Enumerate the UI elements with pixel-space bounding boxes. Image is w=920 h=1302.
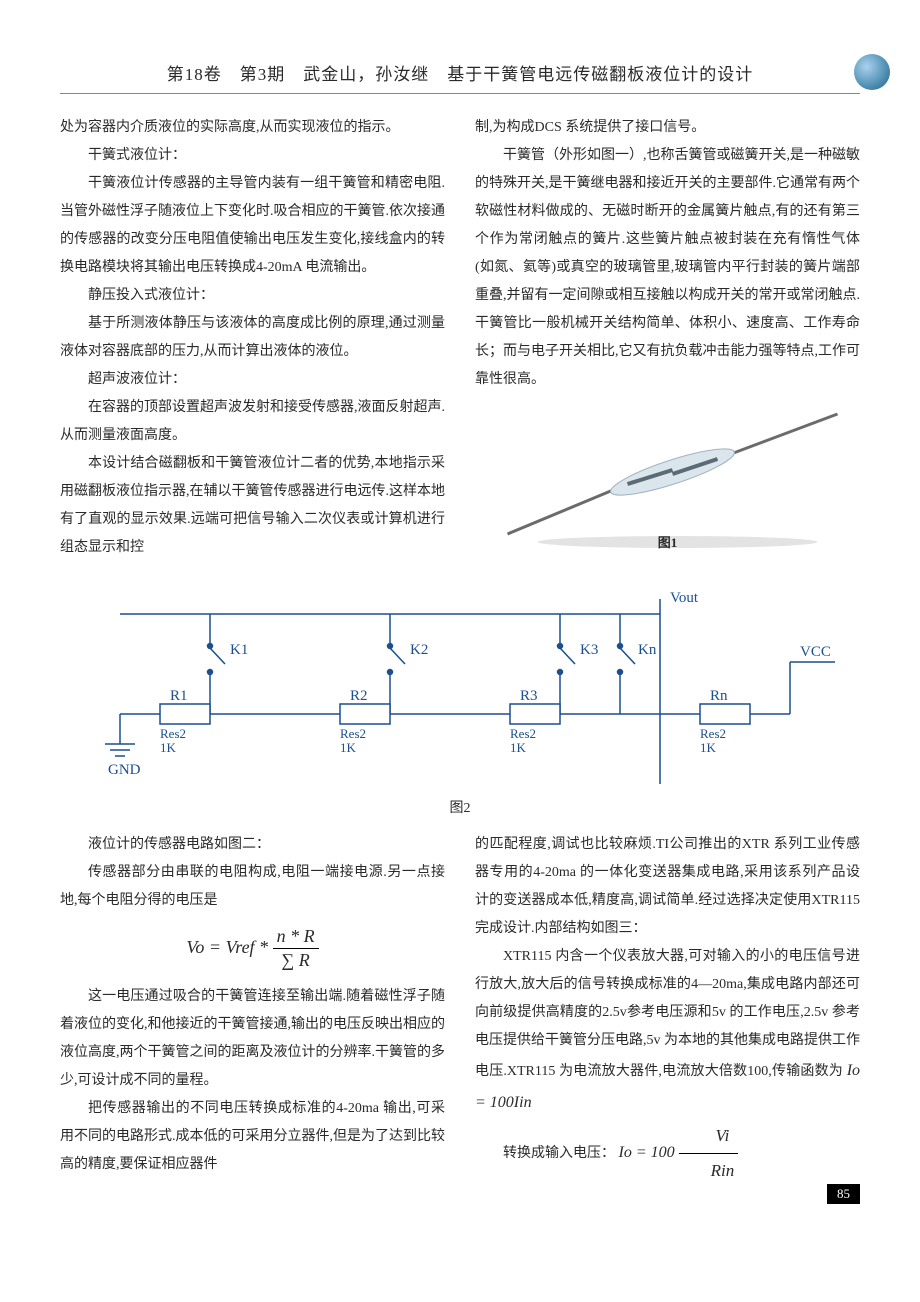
- para: 这一电压通过吸合的干簧管连接至输出端.随着磁性浮子随着液位的变化,和他接近的干簧…: [60, 983, 445, 1095]
- para: 基于所测液体静压与该液体的高度成比例的原理,通过测量液体对容器底部的压力,从而计…: [60, 310, 445, 366]
- branch-1: K1 R1 Res2 1K: [160, 614, 248, 755]
- para: 液位计的传感器电路如图二：: [60, 831, 445, 859]
- left-column: 处为容器内介质液位的实际高度,从而实现液位的指示。 干簧式液位计： 干簧液位计传…: [60, 114, 445, 564]
- figure-2-label: 图2: [60, 797, 860, 817]
- para: 传感器部分由串联的电阻构成,电阻一端接电源.另一点接地,每个电阻分得的电压是: [60, 859, 445, 915]
- circuit-diagram: Vout VCC GND: [60, 584, 860, 784]
- upper-columns: 处为容器内介质液位的实际高度,从而实现液位的指示。 干簧式液位计： 干簧液位计传…: [60, 114, 860, 564]
- para-text: XTR115 内含一个仪表放大器,可对输入的小的电压信号进行放大,放大后的信号转…: [475, 949, 860, 1079]
- formula-den: ∑ R: [273, 949, 319, 972]
- figure-1: 图1: [475, 404, 860, 564]
- right-column: 制,为构成DCS 系统提供了接口信号。 干簧管（外形如图一）,也称舌簧管或磁簧开…: [475, 114, 860, 564]
- formula-lhs: Vo = Vref *: [186, 937, 268, 957]
- para: 本设计结合磁翻板和干簧管液位计二者的优势,本地指示采用磁翻板液位指示器,在辅以干…: [60, 450, 445, 562]
- label-1k: 1K: [160, 740, 177, 755]
- label-rn: Rn: [710, 688, 728, 704]
- page-number: 85: [827, 1184, 860, 1204]
- para: 把传感器输出的不同电压转换成标准的4-20ma 输出,可采用不同的电路形式.成本…: [60, 1095, 445, 1179]
- header-text: 第18卷 第3期 武金山，孙汝继 基于干簧管电远传磁翻板液位计的设计: [167, 65, 754, 84]
- label-k2: K2: [410, 642, 428, 658]
- page-header: 第18卷 第3期 武金山，孙汝继 基于干簧管电远传磁翻板液位计的设计: [60, 60, 860, 94]
- para: XTR115 内含一个仪表放大器,可对输入的小的电压信号进行放大,放大后的信号转…: [475, 943, 860, 1119]
- sub-heading: 干簧式液位计：: [60, 142, 445, 170]
- figure-1-label: 图1: [658, 530, 678, 556]
- sub-heading: 超声波液位计：: [60, 366, 445, 394]
- para: 制,为构成DCS 系统提供了接口信号。: [475, 114, 860, 142]
- lower-left-column: 液位计的传感器电路如图二： 传感器部分由串联的电阻构成,电阻一端接电源.另一点接…: [60, 831, 445, 1188]
- f2-num: Vi: [679, 1119, 739, 1154]
- branch-2: K2 R2 Res2 1K: [340, 614, 428, 755]
- f2-den: Rin: [679, 1154, 739, 1188]
- para: 的匹配程度,调试也比较麻烦.TI公司推出的XTR 系列工业传感器专用的4-20m…: [475, 831, 860, 943]
- label-r1: R1: [170, 688, 188, 704]
- prefix: 转换成输入电压：: [503, 1146, 615, 1161]
- para: 在容器的顶部设置超声波发射和接受传感器,液面反射超声.从而测量液面高度。: [60, 394, 445, 450]
- label-vout: Vout: [670, 590, 699, 606]
- para: 干簧液位计传感器的主导管内装有一组干簧管和精密电阻.当管外磁性浮子随液位上下变化…: [60, 170, 445, 282]
- header-logo: [854, 54, 890, 90]
- sub-heading: 静压投入式液位计：: [60, 282, 445, 310]
- para: 干簧管（外形如图一）,也称舌簧管或磁簧开关,是一种磁敏的特殊开关,是干簧继电器和…: [475, 142, 860, 394]
- label-1k: 1K: [340, 740, 357, 755]
- label-vcc: VCC: [800, 644, 831, 660]
- para: 转换成输入电压： Io = 100 Vi Rin: [475, 1119, 860, 1188]
- label-res2: Res2: [700, 726, 726, 741]
- label-res2: Res2: [340, 726, 366, 741]
- branch-3: K3 R3 Res2 1K: [510, 614, 598, 755]
- label-kn: Kn: [638, 642, 657, 658]
- label-r2: R2: [350, 688, 368, 704]
- figure-2: Vout VCC GND: [60, 584, 860, 817]
- label-1k: 1K: [700, 740, 717, 755]
- formula-io: Io = 100 Vi Rin: [619, 1144, 739, 1161]
- label-1k: 1K: [510, 740, 527, 755]
- para: 处为容器内介质液位的实际高度,从而实现液位的指示。: [60, 114, 445, 142]
- label-res2: Res2: [510, 726, 536, 741]
- formula-vo: Vo = Vref * n * R ∑ R: [60, 925, 445, 973]
- label-res2: Res2: [160, 726, 186, 741]
- lower-columns: 液位计的传感器电路如图二： 传感器部分由串联的电阻构成,电阻一端接电源.另一点接…: [60, 831, 860, 1188]
- label-k3: K3: [580, 642, 598, 658]
- formula-num: n * R: [273, 925, 319, 949]
- label-r3: R3: [520, 688, 538, 704]
- branch-n: Kn Rn Res2 1K: [618, 614, 751, 755]
- lower-right-column: 的匹配程度,调试也比较麻烦.TI公司推出的XTR 系列工业传感器专用的4-20m…: [475, 831, 860, 1188]
- label-k1: K1: [230, 642, 248, 658]
- label-gnd: GND: [108, 762, 141, 778]
- f2-lhs: Io = 100: [619, 1144, 675, 1161]
